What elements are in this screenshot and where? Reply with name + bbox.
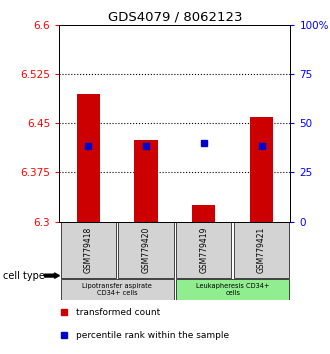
Title: GDS4079 / 8062123: GDS4079 / 8062123 xyxy=(108,11,242,24)
Bar xyxy=(77,94,100,222)
Text: percentile rank within the sample: percentile rank within the sample xyxy=(76,331,229,340)
Bar xyxy=(176,222,231,278)
Text: GSM779420: GSM779420 xyxy=(142,227,150,273)
Text: GSM779419: GSM779419 xyxy=(199,227,208,273)
Bar xyxy=(60,222,116,278)
Bar xyxy=(250,117,273,222)
Text: GSM779421: GSM779421 xyxy=(257,227,266,273)
Text: Leukapheresis CD34+
cells: Leukapheresis CD34+ cells xyxy=(196,283,269,296)
Text: transformed count: transformed count xyxy=(76,308,160,316)
Text: GSM779418: GSM779418 xyxy=(84,227,93,273)
Text: Lipotransfer aspirate
CD34+ cells: Lipotransfer aspirate CD34+ cells xyxy=(82,283,152,296)
Bar xyxy=(118,222,174,278)
Bar xyxy=(60,279,174,301)
Bar xyxy=(192,205,215,222)
Bar xyxy=(135,139,158,222)
Bar xyxy=(234,222,289,278)
Text: cell type: cell type xyxy=(3,271,45,281)
Bar xyxy=(176,279,289,301)
